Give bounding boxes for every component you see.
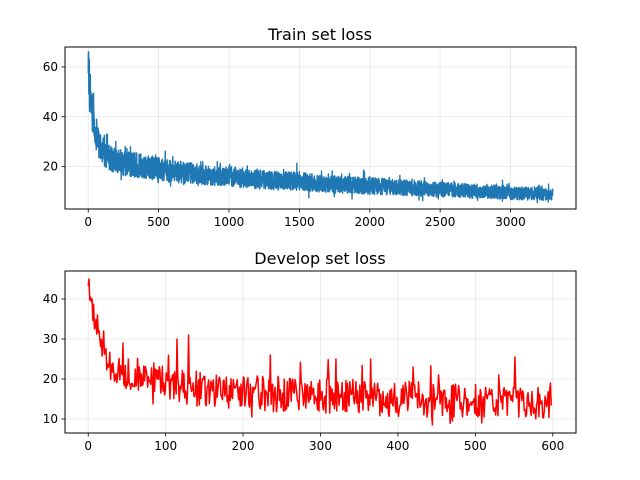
develop-y-tick-label: 30 (43, 332, 58, 346)
train-loss-line (87, 51, 554, 204)
train-y-tick-label: 20 (43, 160, 58, 174)
develop-y-tick-label: 20 (43, 372, 58, 386)
develop-x-tick-label: 0 (84, 439, 92, 453)
develop-ticks: 0 100 200 300 400 500 600 10 20 30 40 (43, 292, 565, 453)
develop-chart-title: Develop set loss (254, 249, 385, 268)
train-ticks: 0 500 1000 1500 2000 2500 3000 20 40 60 (43, 60, 526, 229)
develop-x-tick-label: 600 (541, 439, 564, 453)
train-y-tick-label: 40 (43, 110, 58, 124)
train-x-tick-label: 2500 (425, 215, 456, 229)
train-x-tick-label: 3000 (495, 215, 526, 229)
train-x-tick-label: 500 (147, 215, 170, 229)
train-x-tick-label: 2000 (354, 215, 385, 229)
develop-grid (65, 271, 576, 433)
develop-y-tick-label: 40 (43, 292, 58, 306)
train-chart-title: Train set loss (267, 25, 372, 44)
train-grid (65, 47, 576, 209)
develop-y-tick-label: 10 (43, 412, 58, 426)
train-x-tick-label: 0 (84, 215, 92, 229)
train-y-tick-label: 60 (43, 60, 58, 74)
train-plot-frame (64, 46, 577, 210)
develop-loss-line (87, 278, 552, 426)
develop-x-tick-label: 500 (464, 439, 487, 453)
train-x-tick-label: 1500 (284, 215, 315, 229)
develop-x-tick-label: 300 (309, 439, 332, 453)
develop-x-tick-label: 400 (386, 439, 409, 453)
develop-series (87, 278, 552, 426)
train-loss-panel: Train set loss 0 500 1000 1500 2000 2500 3000 2… (43, 25, 577, 229)
train-x-tick-label: 1000 (214, 215, 245, 229)
train-series (87, 51, 554, 204)
develop-x-tick-label: 100 (154, 439, 177, 453)
develop-loss-panel: Develop set loss 0 100 200 300 400 500 600 10 20… (43, 249, 577, 453)
develop-x-tick-label: 200 (232, 439, 255, 453)
